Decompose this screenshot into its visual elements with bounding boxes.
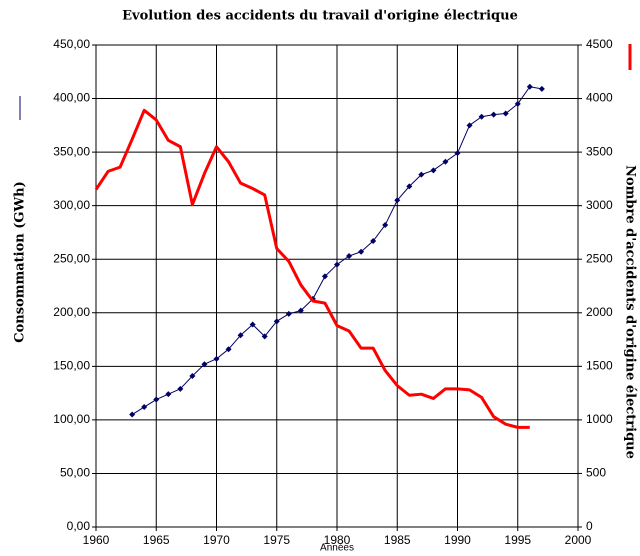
point xyxy=(201,361,208,368)
y-tick-label: 400,00 xyxy=(53,91,90,105)
x-tick-label: 1970 xyxy=(203,533,230,547)
point xyxy=(406,183,413,190)
y-tick-label: 250,00 xyxy=(53,251,90,265)
x-tick-label: 1980 xyxy=(324,533,351,547)
y2-tick-label: 0 xyxy=(586,519,593,533)
y2-tick-label: 4000 xyxy=(586,91,613,105)
point xyxy=(177,385,184,392)
y2-tick-label: 2500 xyxy=(586,251,613,265)
y2-tick-label: 2000 xyxy=(586,305,613,319)
x-tick-label: 1960 xyxy=(83,533,110,547)
point xyxy=(442,158,449,165)
y2-tick-label: 500 xyxy=(586,466,606,480)
y2-tick-label: 4500 xyxy=(586,37,613,51)
chart-title: Evolution des accidents du travail d'ori… xyxy=(122,9,518,24)
x-tick-label: 1975 xyxy=(263,533,290,547)
y2-tick-label: 1000 xyxy=(586,412,613,426)
point xyxy=(418,171,425,178)
x-tick-label: 2000 xyxy=(565,533,592,547)
point xyxy=(382,221,389,228)
point xyxy=(297,307,304,314)
x-axis-label: Années xyxy=(320,543,354,554)
point xyxy=(490,111,497,118)
point xyxy=(454,150,461,157)
point xyxy=(249,321,256,328)
point xyxy=(346,253,353,260)
plot-frame xyxy=(95,44,579,528)
y2-axis-label: Nombre d'accidents d'origine électrique xyxy=(623,165,638,459)
y2-tick-label: 3000 xyxy=(586,198,613,212)
point xyxy=(466,122,473,129)
y-tick-label: 350,00 xyxy=(53,144,90,158)
point xyxy=(261,333,268,340)
x-tick-label: 1990 xyxy=(444,533,471,547)
point xyxy=(213,355,220,362)
y-tick-label: 450,00 xyxy=(53,37,90,51)
x-tick-label: 1965 xyxy=(143,533,170,547)
y-tick-label: 300,00 xyxy=(53,198,90,212)
point xyxy=(321,273,328,280)
point xyxy=(285,310,292,317)
point xyxy=(394,197,401,204)
point xyxy=(538,85,545,92)
y2-tick-label: 1500 xyxy=(586,359,613,373)
point xyxy=(430,167,437,174)
point xyxy=(129,411,136,418)
y2-tick-label: 3500 xyxy=(586,144,613,158)
point xyxy=(237,332,244,339)
y-tick-label: 200,00 xyxy=(53,305,90,319)
point xyxy=(165,391,172,398)
y-tick-label: 150,00 xyxy=(53,359,90,373)
point xyxy=(358,248,365,255)
point xyxy=(153,396,160,403)
x-tick-label: 1995 xyxy=(504,533,531,547)
point xyxy=(334,261,340,268)
point xyxy=(141,404,148,411)
x-tick-label: 1985 xyxy=(384,533,411,547)
y-tick-label: 0,00 xyxy=(67,519,91,533)
point xyxy=(225,346,232,353)
point xyxy=(514,100,521,107)
point xyxy=(526,83,533,90)
point xyxy=(370,238,377,245)
y-tick-label: 50,00 xyxy=(60,466,90,480)
y-axis-label: Consommation (GWh) xyxy=(13,181,28,342)
point xyxy=(502,110,509,117)
point xyxy=(273,318,280,325)
point xyxy=(478,113,485,120)
series-line xyxy=(94,108,530,429)
y-tick-label: 100,00 xyxy=(53,412,90,426)
point xyxy=(189,372,196,379)
